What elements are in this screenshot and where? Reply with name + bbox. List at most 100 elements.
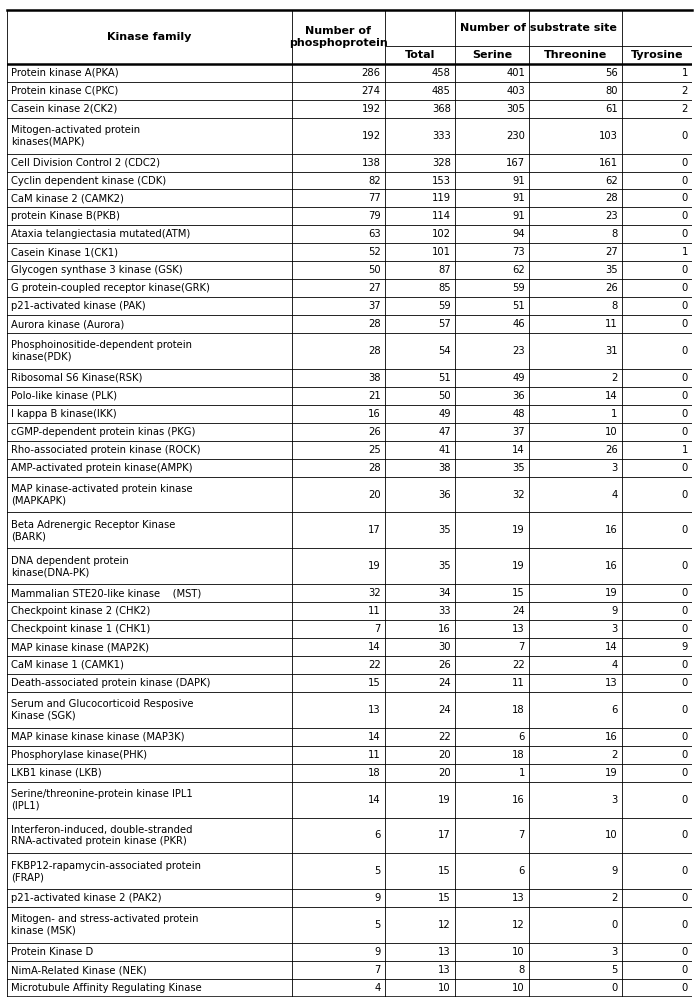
Text: 0: 0	[682, 660, 688, 670]
Text: 13: 13	[438, 947, 451, 957]
Text: 41: 41	[438, 445, 451, 455]
Text: 35: 35	[512, 462, 525, 472]
Text: 0: 0	[612, 983, 617, 993]
Text: 0: 0	[682, 624, 688, 634]
Text: Serine: Serine	[472, 50, 512, 60]
Text: 0: 0	[682, 866, 688, 876]
Text: 0: 0	[682, 131, 688, 141]
Text: 7: 7	[374, 965, 380, 975]
Text: 0: 0	[682, 678, 688, 688]
Text: 4: 4	[612, 489, 617, 499]
Text: 46: 46	[512, 319, 525, 329]
Text: 23: 23	[605, 211, 617, 222]
Text: 305: 305	[506, 104, 525, 114]
Text: 24: 24	[512, 606, 525, 616]
Text: protein Kinase B(PKB): protein Kinase B(PKB)	[11, 211, 120, 222]
Text: Mitogen-activated protein
kinases(MAPK): Mitogen-activated protein kinases(MAPK)	[11, 125, 140, 146]
Text: p21-activated kinase (PAK): p21-activated kinase (PAK)	[11, 301, 145, 311]
Text: Tyrosine: Tyrosine	[630, 50, 683, 60]
Text: 16: 16	[512, 795, 525, 805]
Text: 10: 10	[605, 427, 617, 437]
Text: 17: 17	[438, 831, 451, 841]
Text: 19: 19	[605, 767, 617, 777]
Text: 9: 9	[374, 893, 380, 903]
Text: 26: 26	[368, 427, 380, 437]
Text: Ataxia telangiectasia mutated(ATM): Ataxia telangiectasia mutated(ATM)	[11, 230, 190, 240]
Text: 10: 10	[512, 947, 525, 957]
Text: 51: 51	[512, 301, 525, 311]
Text: CaM kinase 1 (CAMK1): CaM kinase 1 (CAMK1)	[11, 660, 124, 670]
Text: 102: 102	[432, 230, 451, 240]
Text: 0: 0	[682, 732, 688, 742]
Text: 56: 56	[605, 67, 617, 78]
Text: 94: 94	[512, 230, 525, 240]
Text: 0: 0	[682, 606, 688, 616]
Text: 13: 13	[368, 705, 380, 715]
Text: 10: 10	[512, 983, 525, 993]
Text: 73: 73	[512, 248, 525, 258]
Text: 368: 368	[432, 104, 451, 114]
Text: I kappa B kinase(IKK): I kappa B kinase(IKK)	[11, 409, 117, 419]
Text: 62: 62	[512, 265, 525, 275]
Text: Protein kinase C(PKC): Protein kinase C(PKC)	[11, 86, 118, 96]
Text: 31: 31	[605, 346, 617, 356]
Text: 28: 28	[368, 319, 380, 329]
Text: 22: 22	[368, 660, 380, 670]
Text: 485: 485	[432, 86, 451, 96]
Text: Ribosomal S6 Kinase(RSK): Ribosomal S6 Kinase(RSK)	[11, 373, 143, 383]
Text: p21-activated kinase 2 (PAK2): p21-activated kinase 2 (PAK2)	[11, 893, 161, 903]
Text: CaM kinase 2 (CAMK2): CaM kinase 2 (CAMK2)	[11, 193, 124, 203]
Text: 1: 1	[682, 445, 688, 455]
Text: 0: 0	[682, 230, 688, 240]
Text: 0: 0	[682, 526, 688, 536]
Text: 0: 0	[682, 767, 688, 777]
Text: 23: 23	[512, 346, 525, 356]
Text: Phosphoinositide-dependent protein
kinase(PDK): Phosphoinositide-dependent protein kinas…	[11, 340, 192, 362]
Text: 13: 13	[605, 678, 617, 688]
Text: 0: 0	[682, 489, 688, 499]
Text: 7: 7	[519, 831, 525, 841]
Text: 14: 14	[512, 445, 525, 455]
Text: 63: 63	[368, 230, 380, 240]
Text: 35: 35	[605, 265, 617, 275]
Text: Total: Total	[405, 50, 435, 60]
Text: 11: 11	[368, 749, 380, 759]
Text: 20: 20	[438, 749, 451, 759]
Text: Mammalian STE20-like kinase    (MST): Mammalian STE20-like kinase (MST)	[11, 588, 201, 598]
Text: Mitogen- and stress-activated protein
kinase (MSK): Mitogen- and stress-activated protein ki…	[11, 914, 199, 936]
Text: 9: 9	[374, 947, 380, 957]
Text: 114: 114	[432, 211, 451, 222]
Text: 0: 0	[682, 588, 688, 598]
Text: NimA-Related Kinase (NEK): NimA-Related Kinase (NEK)	[11, 965, 147, 975]
Text: 16: 16	[438, 624, 451, 634]
Text: 101: 101	[432, 248, 451, 258]
Text: 20: 20	[438, 767, 451, 777]
Text: 49: 49	[438, 409, 451, 419]
Text: 3: 3	[612, 624, 617, 634]
Text: 6: 6	[374, 831, 380, 841]
Text: 8: 8	[519, 965, 525, 975]
Text: 91: 91	[512, 211, 525, 222]
Text: 0: 0	[682, 175, 688, 185]
Text: 50: 50	[438, 391, 451, 401]
Text: 0: 0	[682, 265, 688, 275]
Text: 3: 3	[612, 462, 617, 472]
Text: 14: 14	[605, 391, 617, 401]
Text: 15: 15	[512, 588, 525, 598]
Text: 11: 11	[368, 606, 380, 616]
Text: Glycogen synthase 3 kinase (GSK): Glycogen synthase 3 kinase (GSK)	[11, 265, 182, 275]
Text: 26: 26	[605, 445, 617, 455]
Text: Serine/threonine-protein kinase IPL1
(IPL1): Serine/threonine-protein kinase IPL1 (IP…	[11, 788, 193, 811]
Text: cGMP-dependent protein kinas (PKG): cGMP-dependent protein kinas (PKG)	[11, 427, 196, 437]
Text: 14: 14	[605, 642, 617, 653]
Text: 0: 0	[682, 831, 688, 841]
Text: 0: 0	[682, 749, 688, 759]
Text: 0: 0	[682, 462, 688, 472]
Text: 0: 0	[682, 795, 688, 805]
Text: 6: 6	[519, 866, 525, 876]
Text: 0: 0	[682, 561, 688, 571]
Text: 35: 35	[438, 561, 451, 571]
Text: 2: 2	[611, 893, 617, 903]
Text: 0: 0	[682, 211, 688, 222]
Text: DNA dependent protein
kinase(DNA-PK): DNA dependent protein kinase(DNA-PK)	[11, 556, 129, 577]
